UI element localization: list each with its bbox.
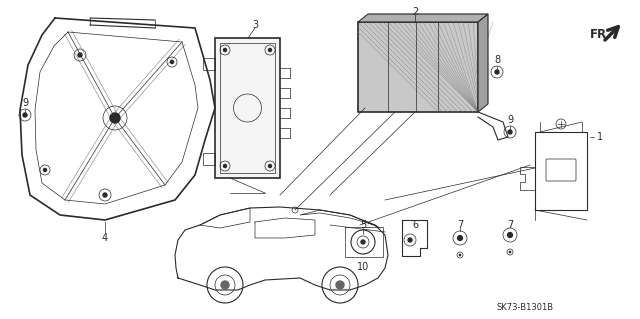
Text: SK73-B1301B: SK73-B1301B	[497, 302, 554, 311]
Circle shape	[170, 60, 174, 64]
Circle shape	[22, 112, 28, 118]
Circle shape	[268, 48, 272, 52]
Text: 2: 2	[412, 7, 418, 17]
Circle shape	[457, 235, 463, 241]
Circle shape	[507, 232, 513, 238]
Circle shape	[336, 281, 344, 289]
FancyBboxPatch shape	[358, 22, 478, 112]
FancyBboxPatch shape	[535, 132, 587, 210]
Text: 5: 5	[360, 220, 366, 230]
Polygon shape	[358, 14, 488, 22]
Circle shape	[508, 129, 513, 135]
Circle shape	[43, 168, 47, 172]
Text: 7: 7	[507, 220, 513, 230]
Circle shape	[77, 52, 83, 58]
Polygon shape	[478, 14, 488, 112]
FancyBboxPatch shape	[546, 159, 576, 181]
Text: 7: 7	[457, 220, 463, 230]
Circle shape	[268, 164, 272, 168]
Text: 6: 6	[412, 220, 418, 230]
Text: 8: 8	[494, 55, 500, 65]
Circle shape	[509, 251, 511, 253]
Text: FR.: FR.	[590, 28, 612, 41]
Circle shape	[223, 164, 227, 168]
Circle shape	[361, 240, 365, 244]
Circle shape	[494, 69, 500, 75]
Text: 10: 10	[357, 262, 369, 272]
Text: 4: 4	[102, 233, 108, 243]
Circle shape	[102, 192, 108, 198]
Circle shape	[408, 238, 412, 242]
Circle shape	[459, 254, 461, 256]
Text: 1: 1	[597, 132, 603, 142]
FancyBboxPatch shape	[215, 38, 280, 178]
FancyBboxPatch shape	[220, 43, 275, 173]
Circle shape	[221, 281, 229, 289]
Text: 9: 9	[507, 115, 513, 125]
Circle shape	[110, 113, 120, 123]
Circle shape	[223, 48, 227, 52]
Text: 9: 9	[22, 98, 28, 108]
Text: 3: 3	[252, 20, 258, 30]
